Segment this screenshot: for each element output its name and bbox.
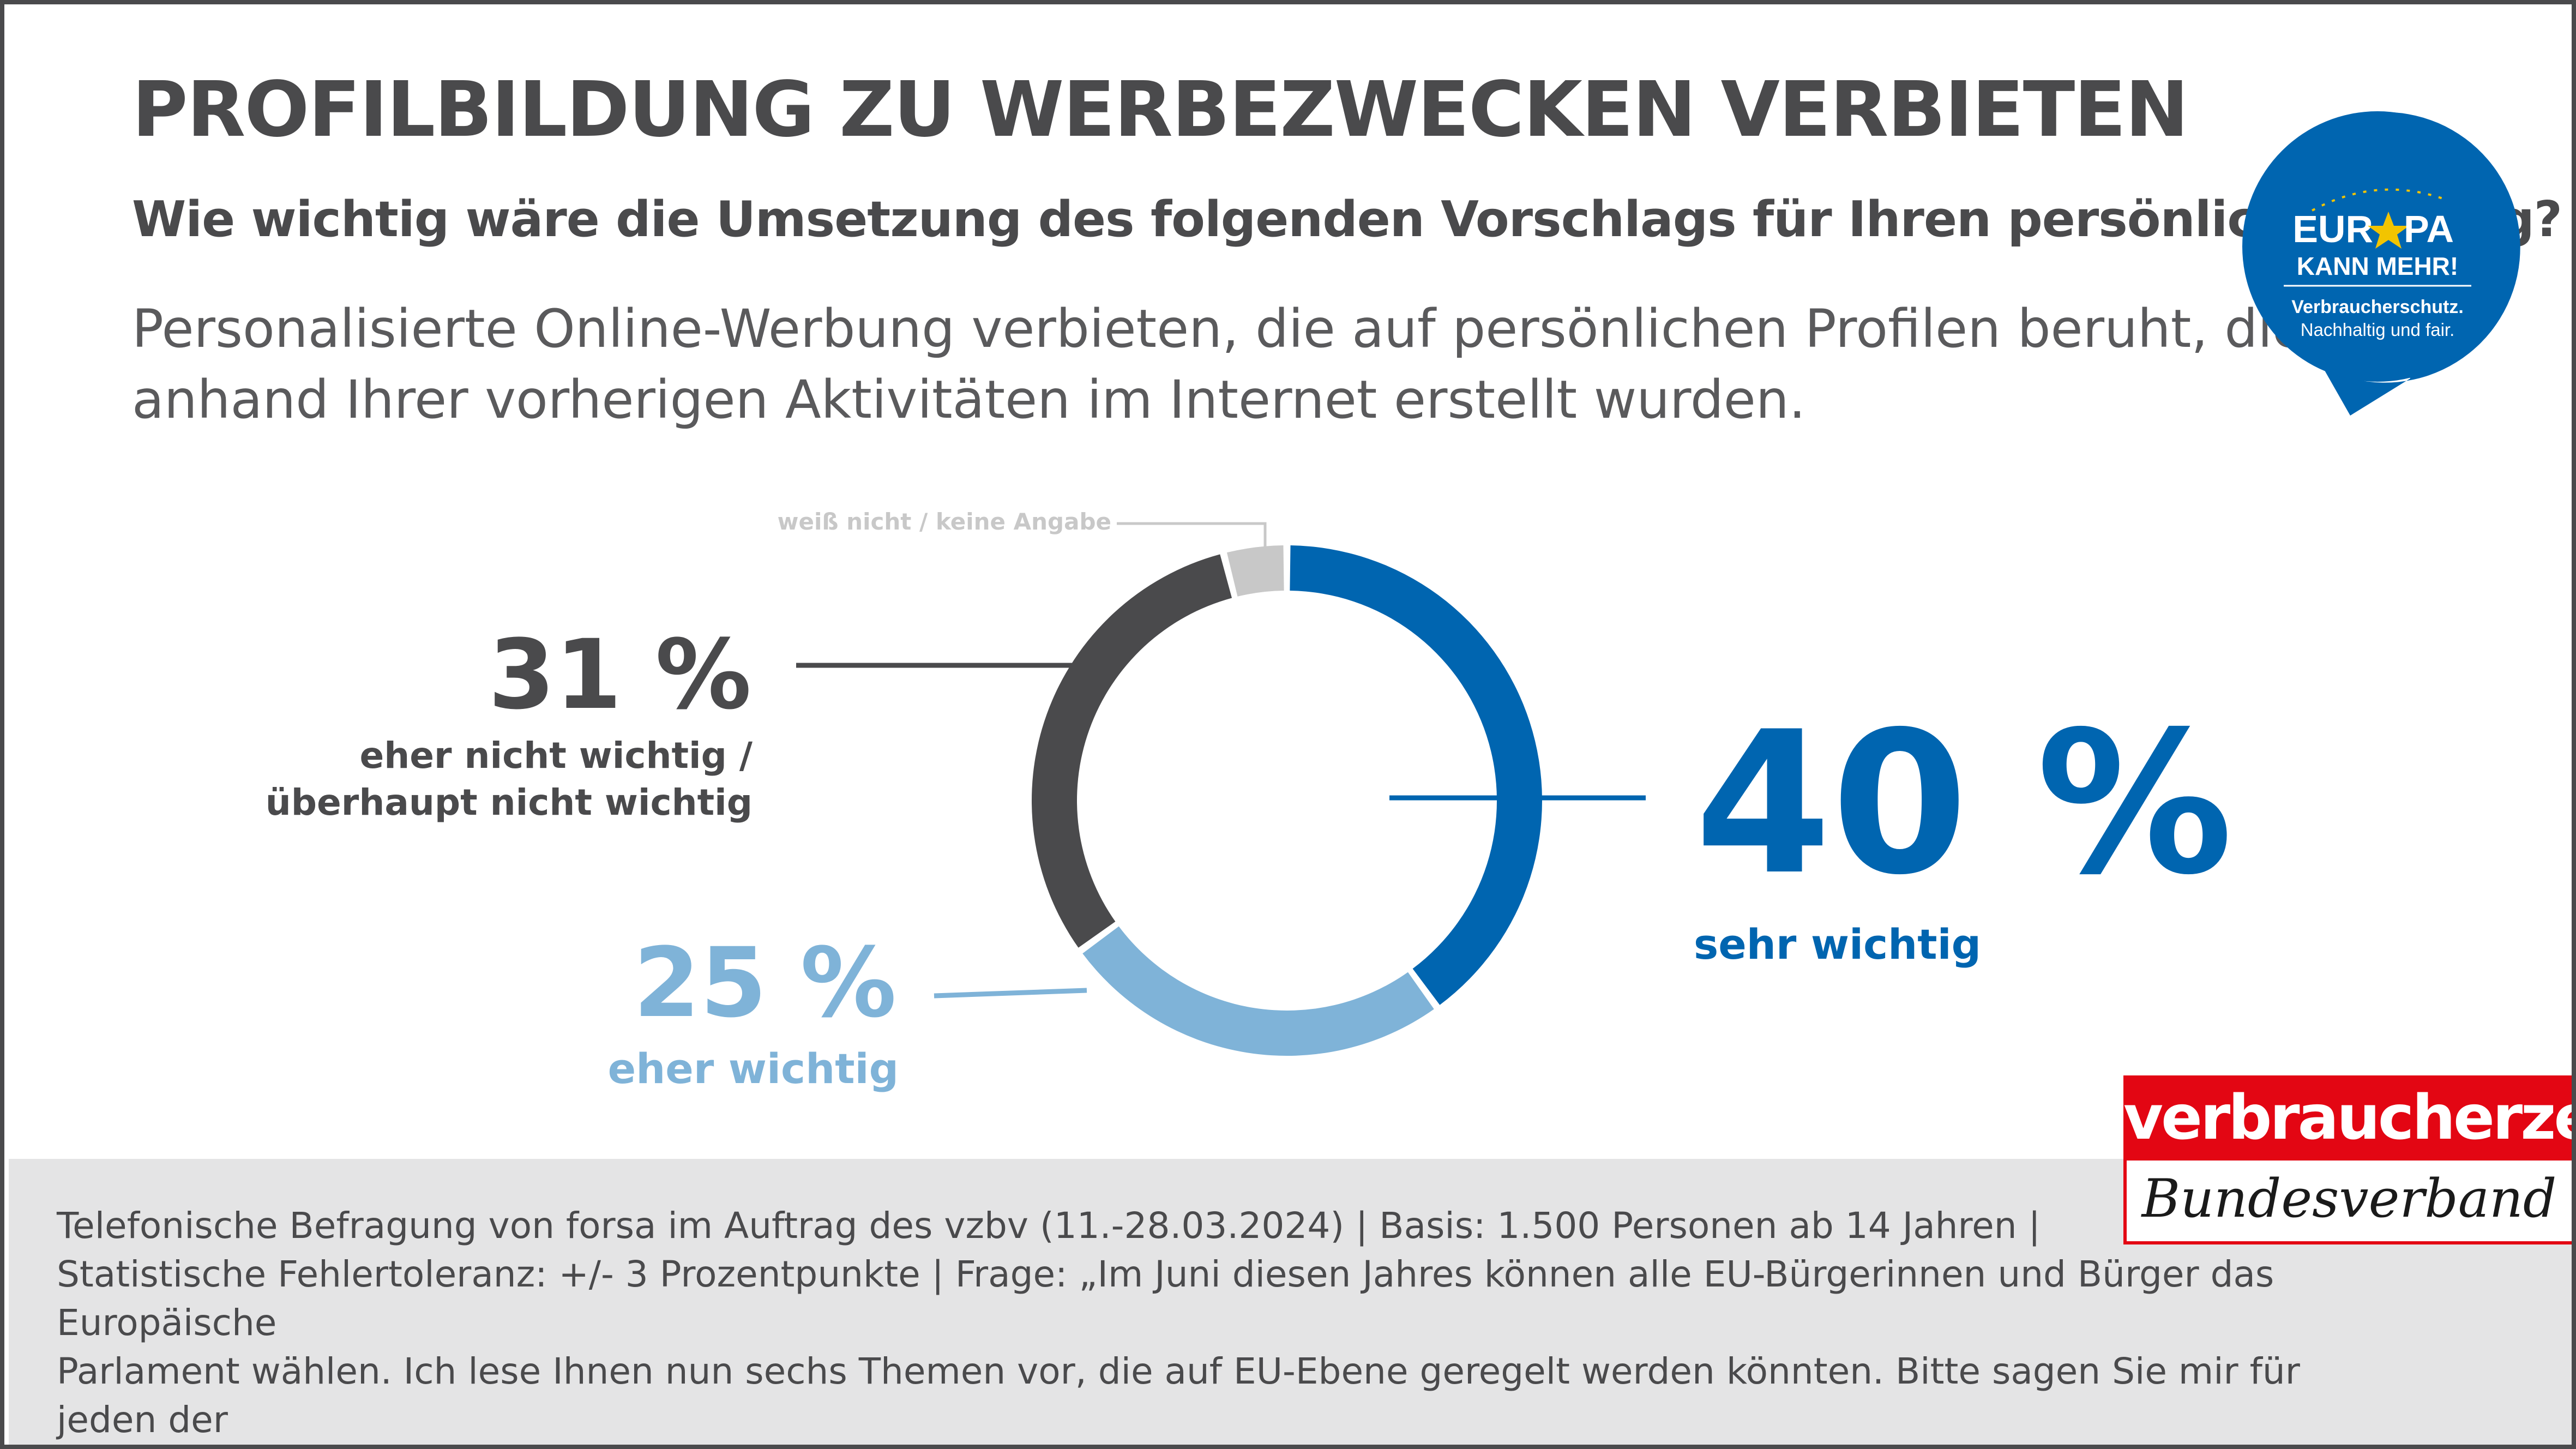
badge-line2: KANN MEHR! (2297, 252, 2458, 280)
footer-text: Telefonische Befragung von forsa im Auft… (57, 1201, 2402, 1445)
data-label-percent: 31 % (488, 619, 751, 731)
badge-line1-left: EUR (2292, 208, 2373, 250)
page-title: PROFILBILDUNG ZU WERBEZWECKEN VERBIETEN (132, 65, 2189, 154)
donut-chart: 40 %sehr wichtig 25 % eher wichtig 31 %eher… (266, 508, 2233, 1093)
brand-name: verbraucherzentrale (2123, 1075, 2572, 1161)
pie-slice-sehr-wichtig (1290, 545, 1543, 1005)
brand-subtitle: Bundesverband (2123, 1161, 2572, 1244)
footer-line: Telefonische Befragung von forsa im Auft… (57, 1205, 2041, 1247)
badge-line1-right: PA (2404, 208, 2454, 250)
footer-line: folgenden Vorschläge, wie wichtig die Um… (57, 1444, 2402, 1445)
footer-line: Parlament wählen. Ich lese Ihnen nun sec… (57, 1350, 2300, 1441)
leader-line (1117, 522, 1267, 550)
survey-question: Wie wichtig wäre die Umsetzung des folge… (132, 191, 2562, 248)
verbraucherzentrale-logo: verbraucherzentrale Bundesverband (2123, 1075, 2572, 1244)
data-label-percent: 40 % (1695, 689, 2233, 918)
pie-slice-eher-wichtig (1082, 926, 1434, 1056)
europa-kann-mehr-badge: EUR PA KANN MEHR! Verbraucherschutz. Nac… (2242, 111, 2520, 416)
category-label: überhaupt nicht wichtig (266, 781, 753, 823)
leader-line (934, 988, 1087, 999)
category-label: eher wichtig (608, 1044, 899, 1093)
badge-line3: Verbraucherschutz. (2291, 297, 2464, 317)
proposal-line: Personalisierte Online-Werbung verbieten… (132, 298, 2305, 359)
proposal-text: Personalisierte Online-Werbung verbieten… (132, 293, 2304, 435)
proposal-line: anhand Ihrer vorherigen Aktivitäten im I… (132, 369, 1806, 430)
badge-line4: Nachhaltig und fair. (2301, 320, 2455, 340)
category-label: sehr wichtig (1694, 920, 1981, 969)
data-label-percent: 25 % (633, 927, 896, 1039)
pie-slice-eher-nicht-wichtig (1032, 554, 1232, 948)
category-label: eher nicht wichtig / (360, 735, 753, 777)
pie-slice-wei-nicht-keine-angabe (1226, 545, 1284, 597)
stars-arc (2312, 188, 2446, 212)
star-icon (2368, 212, 2409, 249)
category-label: weiß nicht / keine Angabe (778, 508, 1111, 535)
footer-line: Statistische Fehlertoleranz: +/- 3 Proze… (57, 1253, 2274, 1344)
